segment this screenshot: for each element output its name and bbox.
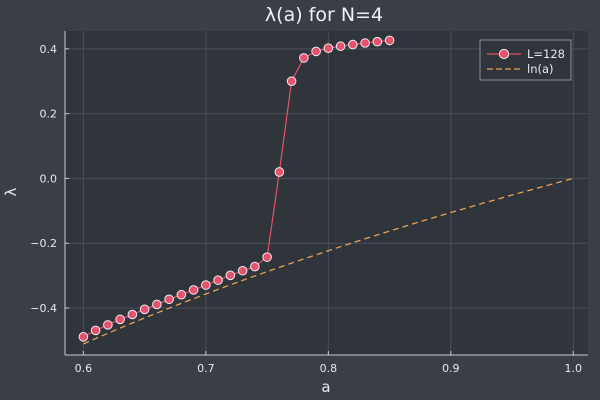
series-l128-point [176,289,187,300]
series-l128-point [213,275,223,285]
series-l128-point [372,36,383,47]
series-l128-point [360,38,370,48]
series-ln-a-line [83,177,574,345]
legend-box [479,39,572,81]
series-l128-point [323,43,334,53]
y-ticks: −0.4 −0.2 0.0 0.2 0.4 [30,43,69,315]
series-l128-point [78,332,89,342]
series-l128-point [274,167,285,177]
series-l128-point [115,314,125,325]
series-l128-point [103,320,113,330]
plot-area [65,31,588,355]
legend-label-l128: L=128 [527,47,565,61]
series-l128-point [152,299,162,310]
legend-label-ln: ln(a) [527,62,554,76]
legend-marker-l128 [498,48,510,60]
x-tick-label: 0.7 [197,362,215,375]
series-l128-point [262,252,272,262]
x-tick-label: 1.0 [565,362,583,375]
y-axis-label: λ [2,187,20,196]
series-l128-point [335,41,346,52]
series-l128-point [139,304,150,315]
series-l128-point [311,46,321,57]
series-l128-point [201,280,211,290]
series-l128-point [225,270,236,281]
x-tick-label: 0.9 [442,362,460,375]
series-l128-point [348,39,358,50]
x-tick-label: 0.6 [75,362,93,375]
series-l128-point [188,285,199,295]
y-tick-label: 0.0 [40,172,58,185]
x-tick-label: 0.8 [320,362,338,375]
series-l128-point [286,76,297,87]
x-axis-label: a [321,378,330,396]
series-l128-point [299,53,309,63]
y-tick-label: 0.2 [40,108,58,121]
series-l128-point [384,35,395,46]
grid [65,31,588,355]
series-l128-point [127,309,138,320]
y-tick-label: 0.4 [40,43,58,56]
axes [64,31,588,356]
series-l128-point [237,265,248,276]
series-l128-point [90,325,101,336]
y-tick-label: −0.4 [30,302,57,315]
chart-title: λ(a) for N=4 [265,4,383,26]
series-l128-point [250,261,260,272]
x-ticks: 0.6 0.7 0.8 0.9 1.0 [75,351,582,375]
series-layer [78,35,574,345]
series-l128-point [164,294,174,305]
legend: L=128 ln(a) [479,39,572,81]
y-tick-label: −0.2 [30,237,57,250]
